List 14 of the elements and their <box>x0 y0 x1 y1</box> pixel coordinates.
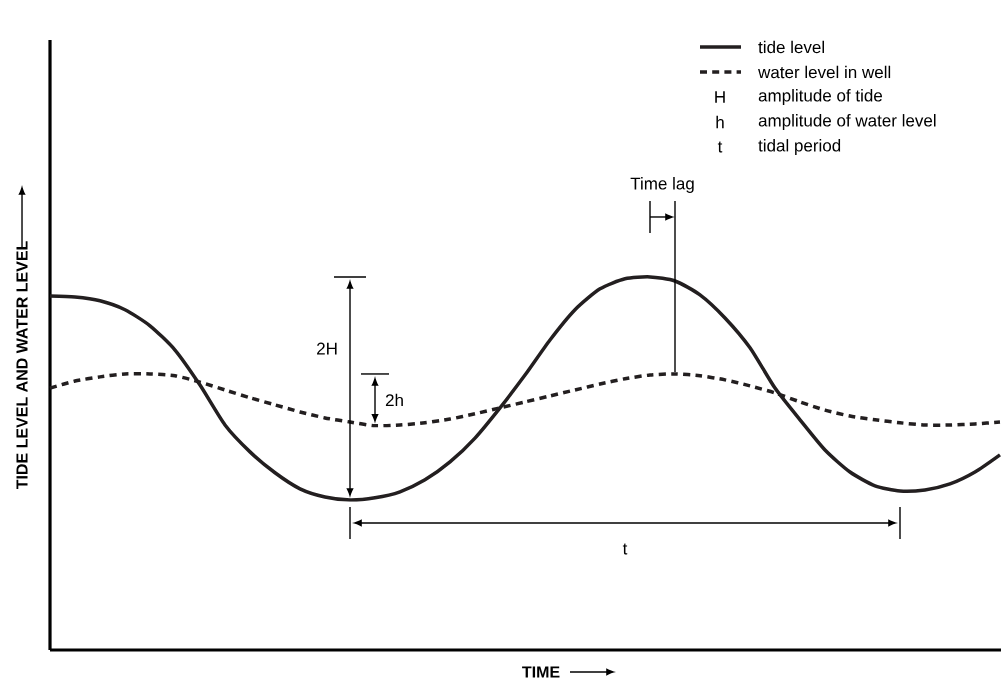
y-axis-title: TIDE LEVEL AND WATER LEVEL <box>16 241 28 490</box>
text: amplitude of tide <box>758 89 883 105</box>
text: amplitude of water level <box>758 114 936 130</box>
text: H <box>715 91 725 103</box>
annotation: t <box>622 543 628 555</box>
text: h <box>716 115 724 129</box>
x-axis-title: TIME <box>522 666 560 678</box>
legend-label: tide level <box>758 40 824 54</box>
annotation: 2h <box>385 393 403 407</box>
legend-label: water level in well <box>758 65 891 79</box>
text: Time lag <box>630 177 694 193</box>
text: tidal period <box>758 139 841 155</box>
annotation: 2H <box>317 342 337 355</box>
text: t <box>717 141 723 153</box>
